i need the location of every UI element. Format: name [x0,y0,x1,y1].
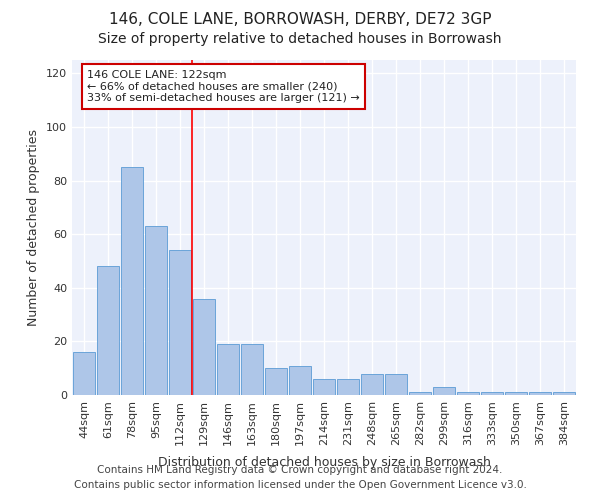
Bar [265,368,287,395]
Bar [217,344,239,395]
Bar [121,167,143,395]
Bar [169,250,191,395]
Bar [337,379,359,395]
Y-axis label: Number of detached properties: Number of detached properties [28,129,40,326]
Text: 146 COLE LANE: 122sqm
← 66% of detached houses are smaller (240)
33% of semi-det: 146 COLE LANE: 122sqm ← 66% of detached … [87,70,360,103]
Bar [505,392,527,395]
Bar [289,366,311,395]
Bar [529,392,551,395]
Bar [481,392,503,395]
Bar [241,344,263,395]
Bar [553,392,575,395]
Text: 146, COLE LANE, BORROWASH, DERBY, DE72 3GP: 146, COLE LANE, BORROWASH, DERBY, DE72 3… [109,12,491,28]
X-axis label: Distribution of detached houses by size in Borrowash: Distribution of detached houses by size … [158,456,490,469]
Bar [193,298,215,395]
Text: Contains HM Land Registry data © Crown copyright and database right 2024.
Contai: Contains HM Land Registry data © Crown c… [74,465,526,490]
Bar [409,392,431,395]
Bar [361,374,383,395]
Bar [457,392,479,395]
Bar [385,374,407,395]
Bar [433,387,455,395]
Bar [145,226,167,395]
Bar [73,352,95,395]
Text: Size of property relative to detached houses in Borrowash: Size of property relative to detached ho… [98,32,502,46]
Bar [97,266,119,395]
Bar [313,379,335,395]
